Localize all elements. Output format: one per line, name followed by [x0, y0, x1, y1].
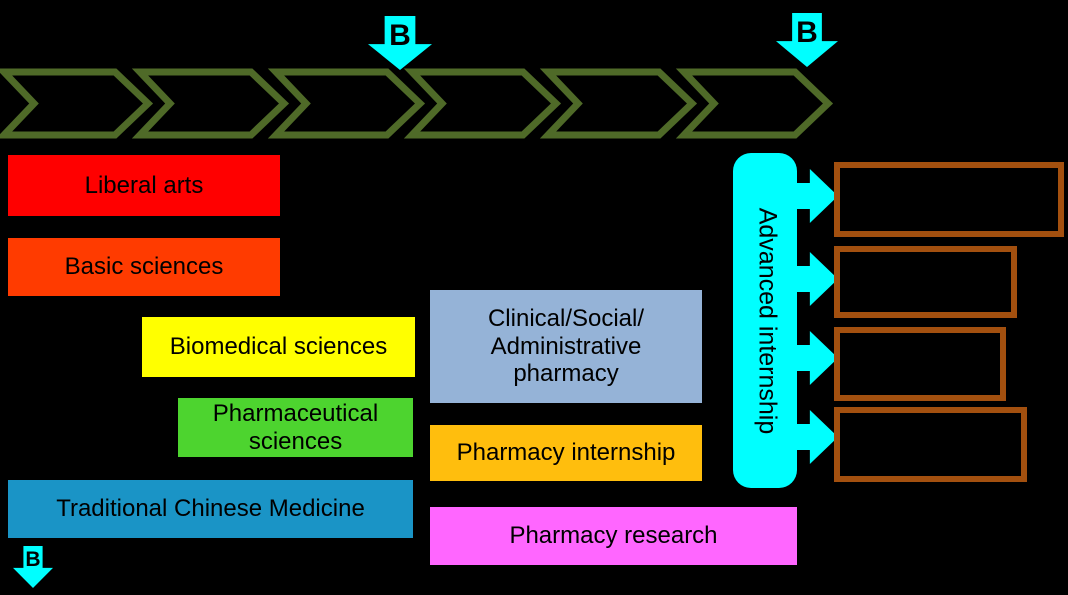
course-pharmaceutical-sciences: Pharmaceutical sciences: [178, 398, 413, 457]
course-label: Biomedical sciences: [169, 333, 388, 361]
internship-arrow-icon: [796, 410, 838, 464]
b-marker-label: B: [25, 548, 41, 571]
b-marker-label: B: [796, 16, 818, 49]
course-label: Liberal arts: [84, 171, 204, 199]
timeline-chevron: [0, 68, 154, 139]
advanced-internship-label: Advanced internship: [753, 207, 782, 435]
outcome-box: [834, 407, 1027, 482]
course-label: Basic sciences: [64, 253, 224, 281]
outcome-box: [834, 162, 1064, 237]
timeline-chevron: [403, 68, 562, 139]
internship-arrow-icon: [796, 169, 838, 223]
outcome-box: [834, 246, 1017, 318]
b-marker-arrow-bottom: B: [13, 546, 53, 588]
timeline-chevron: [539, 68, 698, 139]
b-marker-label: B: [389, 19, 411, 52]
course-label: Clinical/Social/ Administrative pharmacy: [487, 305, 645, 388]
course-clinical-social-administrative-pharmacy: Clinical/Social/ Administrative pharmacy: [430, 290, 702, 403]
b-marker-arrow-top-2: B: [776, 13, 838, 67]
course-traditional-chinese-medicine: Traditional Chinese Medicine: [8, 480, 413, 538]
course-label: Pharmacy internship: [456, 439, 676, 467]
course-basic-sciences: Basic sciences: [8, 238, 280, 296]
timeline-chevron: [267, 68, 426, 139]
outcome-box: [834, 327, 1006, 401]
course-label: Traditional Chinese Medicine: [56, 495, 365, 523]
internship-arrow-icon: [796, 331, 838, 385]
advanced-internship-bar: [733, 153, 797, 488]
course-label: Pharmacy research: [509, 522, 718, 550]
course-biomedical-sciences: Biomedical sciences: [142, 317, 415, 377]
timeline-chevron: [675, 68, 834, 139]
b-marker-arrow-top-1: B: [368, 16, 432, 70]
internship-arrow-icon: [796, 252, 838, 306]
course-pharmacy-internship: Pharmacy internship: [430, 425, 702, 481]
course-label: Pharmaceutical sciences: [212, 399, 379, 455]
timeline-chevron: [131, 68, 290, 139]
course-pharmacy-research: Pharmacy research: [430, 507, 797, 565]
timeline-chevron-band: [0, 68, 834, 139]
course-liberal-arts: Liberal arts: [8, 155, 280, 216]
